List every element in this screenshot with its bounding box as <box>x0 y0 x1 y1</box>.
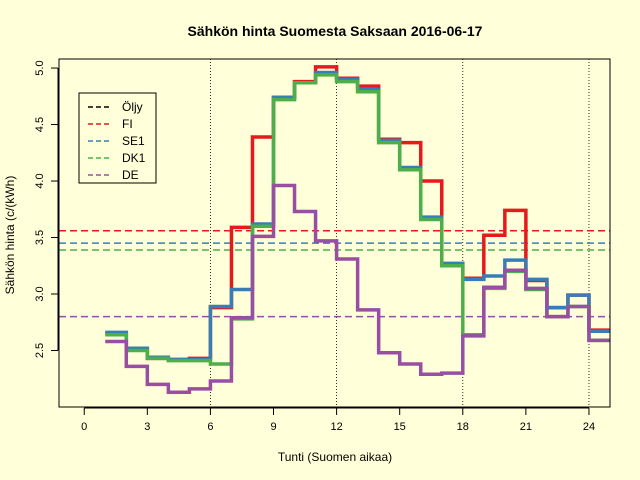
x-tick-label-24: 24 <box>583 421 595 433</box>
x-axis-label: Tunti (Suomen aikaa) <box>278 450 392 464</box>
legend: Öljy FI SE1 DK1 DE <box>78 92 157 184</box>
vertical-reference-lines <box>210 59 590 407</box>
y-tick-label-2.5: 2.5 <box>34 343 46 358</box>
x-tick-label-3: 3 <box>144 421 150 433</box>
x-tick-label-6: 6 <box>207 421 213 433</box>
legend-label-3: DK1 <box>122 151 146 165</box>
x-tick-label-9: 9 <box>270 421 276 433</box>
series-line-de <box>105 183 610 395</box>
series-line-dk1 <box>105 73 610 366</box>
x-tick-label-0: 0 <box>81 421 87 433</box>
legend-label-0: Öljy <box>122 100 143 114</box>
legend-label-1: FI <box>122 117 133 131</box>
x-tick-label-21: 21 <box>520 421 532 433</box>
x-tick-label-18: 18 <box>457 421 469 433</box>
series-line-fi <box>105 65 610 362</box>
chart-title: Sähkön hinta Suomesta Saksaan 2016-06-17 <box>188 23 483 39</box>
x-tick-label-12: 12 <box>330 421 342 433</box>
plot-frame <box>58 58 611 408</box>
y-tick-label-3.5: 3.5 <box>34 230 46 245</box>
legend-box <box>78 92 157 184</box>
average-lines <box>59 229 610 318</box>
y-tick-label-5: 5.0 <box>34 60 46 75</box>
y-axis-label: Sähkön hinta (c/(kWh) <box>3 176 17 295</box>
x-tick-label-15: 15 <box>394 421 406 433</box>
y-tick-label-4.5: 4.5 <box>34 117 46 132</box>
y-tick-label-3: 3.0 <box>34 286 46 301</box>
legend-label-2: SE1 <box>122 134 145 148</box>
y-tick-label-4: 4.0 <box>34 173 46 188</box>
series-lines <box>105 65 610 395</box>
legend-label-4: DE <box>122 168 139 182</box>
axes: 0 3 6 9 12 15 18 21 24 2.5 3.0 3.5 4.0 4.5 5.0 <box>34 58 611 433</box>
